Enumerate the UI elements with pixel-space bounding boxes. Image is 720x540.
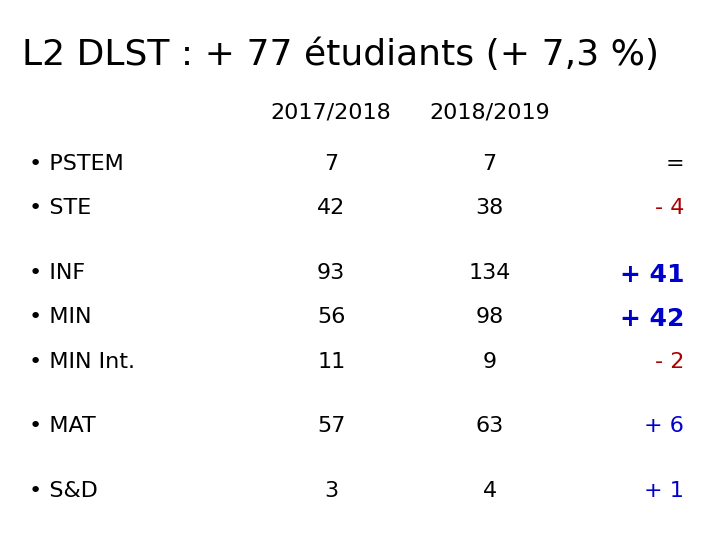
- Text: 63: 63: [475, 416, 504, 436]
- Text: 93: 93: [317, 263, 346, 283]
- Text: 7: 7: [482, 154, 497, 174]
- Text: • INF: • INF: [29, 263, 85, 283]
- Text: • STE: • STE: [29, 198, 91, 218]
- Text: • S&D: • S&D: [29, 481, 98, 501]
- Text: 38: 38: [475, 198, 504, 218]
- Text: • MIN: • MIN: [29, 307, 91, 327]
- Text: • MIN Int.: • MIN Int.: [29, 352, 135, 372]
- Text: - 4: - 4: [654, 198, 684, 218]
- Text: 9: 9: [482, 352, 497, 372]
- Text: 2018/2019: 2018/2019: [429, 103, 550, 123]
- Text: 134: 134: [469, 263, 510, 283]
- Text: 56: 56: [317, 307, 346, 327]
- Text: • MAT: • MAT: [29, 416, 96, 436]
- Text: 57: 57: [317, 416, 346, 436]
- Text: L2 DLST : + 77 étudiants (+ 7,3 %): L2 DLST : + 77 étudiants (+ 7,3 %): [22, 38, 659, 72]
- Text: 2017/2018: 2017/2018: [271, 103, 392, 123]
- Text: =: =: [665, 154, 684, 174]
- Text: • PSTEM: • PSTEM: [29, 154, 124, 174]
- Text: 4: 4: [482, 481, 497, 501]
- Text: 42: 42: [317, 198, 346, 218]
- Text: - 2: - 2: [654, 352, 684, 372]
- Text: 11: 11: [317, 352, 346, 372]
- Text: 98: 98: [475, 307, 504, 327]
- Text: + 1: + 1: [644, 481, 684, 501]
- Text: + 42: + 42: [620, 307, 684, 331]
- Text: 7: 7: [324, 154, 338, 174]
- Text: + 41: + 41: [619, 263, 684, 287]
- Text: + 6: + 6: [644, 416, 684, 436]
- Text: 3: 3: [324, 481, 338, 501]
